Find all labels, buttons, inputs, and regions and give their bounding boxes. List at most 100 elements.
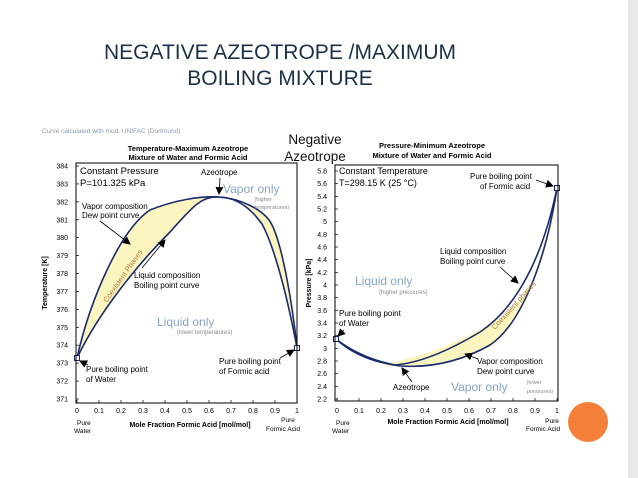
left-condition-1: Constant Pressure [80, 166, 159, 177]
right-y-tick-label: 3.6 [317, 308, 327, 315]
right-vapor-note-1: (lower [527, 380, 542, 386]
right-x-tick-label: 0.1 [354, 408, 364, 415]
source-note: Curve calculated with mod. UNIFAC (Dortm… [42, 128, 180, 135]
left-azeotrope-label: Azeotrope [201, 168, 238, 177]
right-chart-title-line2: Mixture of Water and Formic Acid [372, 151, 491, 160]
left-dew-arrow [99, 220, 131, 245]
left-y-axis: 384 383 382 381 380 379 378 377 376 375 374 373 372 3… [56, 164, 79, 404]
left-y-tick-label: 374 [56, 343, 68, 350]
left-y-tick-label: 382 [56, 199, 68, 206]
right-pbp-acid-2: of Formic acid [480, 182, 530, 191]
right-azeotrope-arrow [401, 367, 413, 383]
slide-title: NEGATIVE AZEOTROPE /MAXIMUM BOILING MIXT… [60, 40, 500, 92]
right-y-tick-label: 4 [323, 283, 327, 290]
right-two-phase-region [336, 188, 557, 367]
left-y-tick-label: 371 [56, 397, 68, 404]
slide-title-line1: NEGATIVE AZEOTROPE /MAXIMUM [104, 41, 456, 64]
right-liq-comp-2: Boiling point curve [440, 257, 506, 266]
left-boiling-point-curve [76, 196, 298, 359]
left-pure-acid-2: Formic Acid [266, 426, 300, 433]
left-chart: Temperature-Maximum Azeotrope Mixture of… [42, 144, 300, 435]
left-pbp-acid-2: of Formic acid [219, 367, 269, 376]
left-vapor-only: Vapor only [223, 182, 279, 196]
right-pure-water-1: Pure [336, 420, 350, 427]
left-two-phase-region [77, 196, 297, 358]
right-y-tick-label: 2.6 [317, 371, 327, 378]
left-y-tick-label: 378 [56, 271, 68, 278]
left-condition-2: P=101.325 kPa [80, 178, 146, 189]
left-liq-comp-1: Liquid composition [134, 271, 200, 280]
right-vapor-note-2: pressures) [527, 389, 553, 395]
left-y-tick-label: 379 [56, 253, 68, 260]
right-x-axis: 0 0.1 0.2 0.3 0.4 0.5 0.6 0.7 0.8 0.9 1 [335, 398, 559, 415]
right-pure-water-2: Water [332, 428, 350, 435]
left-y-tick-label: 373 [56, 361, 68, 368]
right-liquid-note: (higher pressures) [379, 290, 428, 296]
right-y-tick-label: 4.2 [317, 270, 327, 277]
left-x-tick-label: 0.5 [182, 408, 192, 415]
orange-circle-decoration [568, 402, 608, 442]
right-azeotrope-label: Azeotrope [393, 383, 430, 392]
left-x-tick-label: 0.8 [248, 408, 258, 415]
negative-azeotrope-caption: Negative Azeotrope [276, 131, 354, 165]
right-y-tick-label: 3 [323, 346, 327, 353]
right-y-tick-label: 5.2 [317, 207, 327, 214]
right-chart: Pressure-Minimum Azeotrope Mixture of Wa… [306, 141, 560, 435]
right-y-tick-label: 4.6 [317, 245, 327, 252]
right-y-tick-label: 5.6 [317, 181, 327, 188]
right-boiling-point-curve [335, 187, 558, 366]
right-pbp-water-2: of Water [339, 319, 369, 328]
left-chart-title-line1: Temperature-Maximum Azeotrope [128, 144, 248, 153]
left-vapor-note-1: (higher [254, 197, 271, 203]
left-x-tick-label: 0.7 [226, 408, 236, 415]
left-y-tick-label: 372 [56, 379, 68, 386]
left-boil-arrow [141, 239, 166, 269]
left-plot-frame [75, 162, 298, 404]
left-x-tick-label: 0.1 [94, 408, 104, 415]
right-y-tick-label: 5.8 [317, 169, 327, 176]
left-x-tick-label: 0.3 [138, 408, 148, 415]
right-vapor-comp-1: Vapor composition [477, 357, 543, 366]
right-y-tick-label: 3.4 [317, 321, 327, 328]
right-dew-arrow [464, 352, 479, 361]
right-y-tick-label: 2.8 [317, 359, 327, 366]
left-x-tick-label: 1 [295, 408, 299, 415]
right-pure-acid-2: Formic Acid [526, 426, 560, 433]
left-liquid-only: Liquid only [157, 315, 214, 329]
right-pbp-acid-1: Pure boiling point [470, 172, 533, 181]
left-vapor-comp-1: Vapor composition [82, 202, 148, 211]
left-water-point [74, 355, 80, 361]
right-liq-comp-1: Liquid composition [440, 247, 506, 256]
left-y-label: Temperature [K] [42, 256, 49, 310]
right-y-label: Pressure [kPa] [306, 258, 313, 307]
right-y-tick-label: 4.8 [317, 232, 327, 239]
right-x-tick-label: 0 [335, 408, 339, 415]
left-liquid-note: (lower temperatures) [177, 330, 232, 336]
left-x-tick-label: 0 [75, 408, 79, 415]
left-pbp-acid-1: Pure boiling point [219, 357, 282, 366]
right-y-tick-label: 2.2 [317, 397, 327, 404]
right-x-label: Mole Fraction Formic Acid [mol/mol] [387, 419, 508, 426]
right-chart-title-line1: Pressure-Minimum Azeotrope [379, 141, 485, 150]
right-edge-bar [628, 0, 638, 478]
right-x-tick-label: 0.8 [508, 408, 518, 415]
left-y-tick-label: 377 [56, 289, 68, 296]
right-pbp-acid-arrow [535, 179, 554, 188]
right-x-tick-label: 0.9 [530, 408, 540, 415]
right-liquid-only: Liquid only [355, 274, 412, 288]
right-acid-point [554, 185, 560, 191]
left-pure-water-2: Water [74, 428, 92, 435]
left-pure-acid-1: Pure [281, 417, 295, 424]
left-y-tick-label: 381 [56, 217, 68, 224]
right-x-tick-label: 0.3 [398, 408, 408, 415]
right-x-tick-label: 0.5 [442, 408, 452, 415]
right-plot-frame [334, 164, 559, 402]
left-y-tick-label: 383 [56, 181, 68, 188]
caption-line2: Azeotrope [284, 149, 346, 164]
right-y-tick-label: 5.4 [317, 194, 327, 201]
slide-title-line2: BOILING MIXTURE [187, 67, 373, 90]
right-y-tick-label: 5 [323, 219, 327, 226]
right-y-tick-label: 2.4 [317, 384, 327, 391]
right-y-axis: 5.8 5.6 5.4 5.2 5 4.8 4.6 4.4 4.2 4 3.8 3.6 3.4 3.2 3 2… [317, 169, 338, 404]
right-x-tick-label: 0.4 [420, 408, 430, 415]
